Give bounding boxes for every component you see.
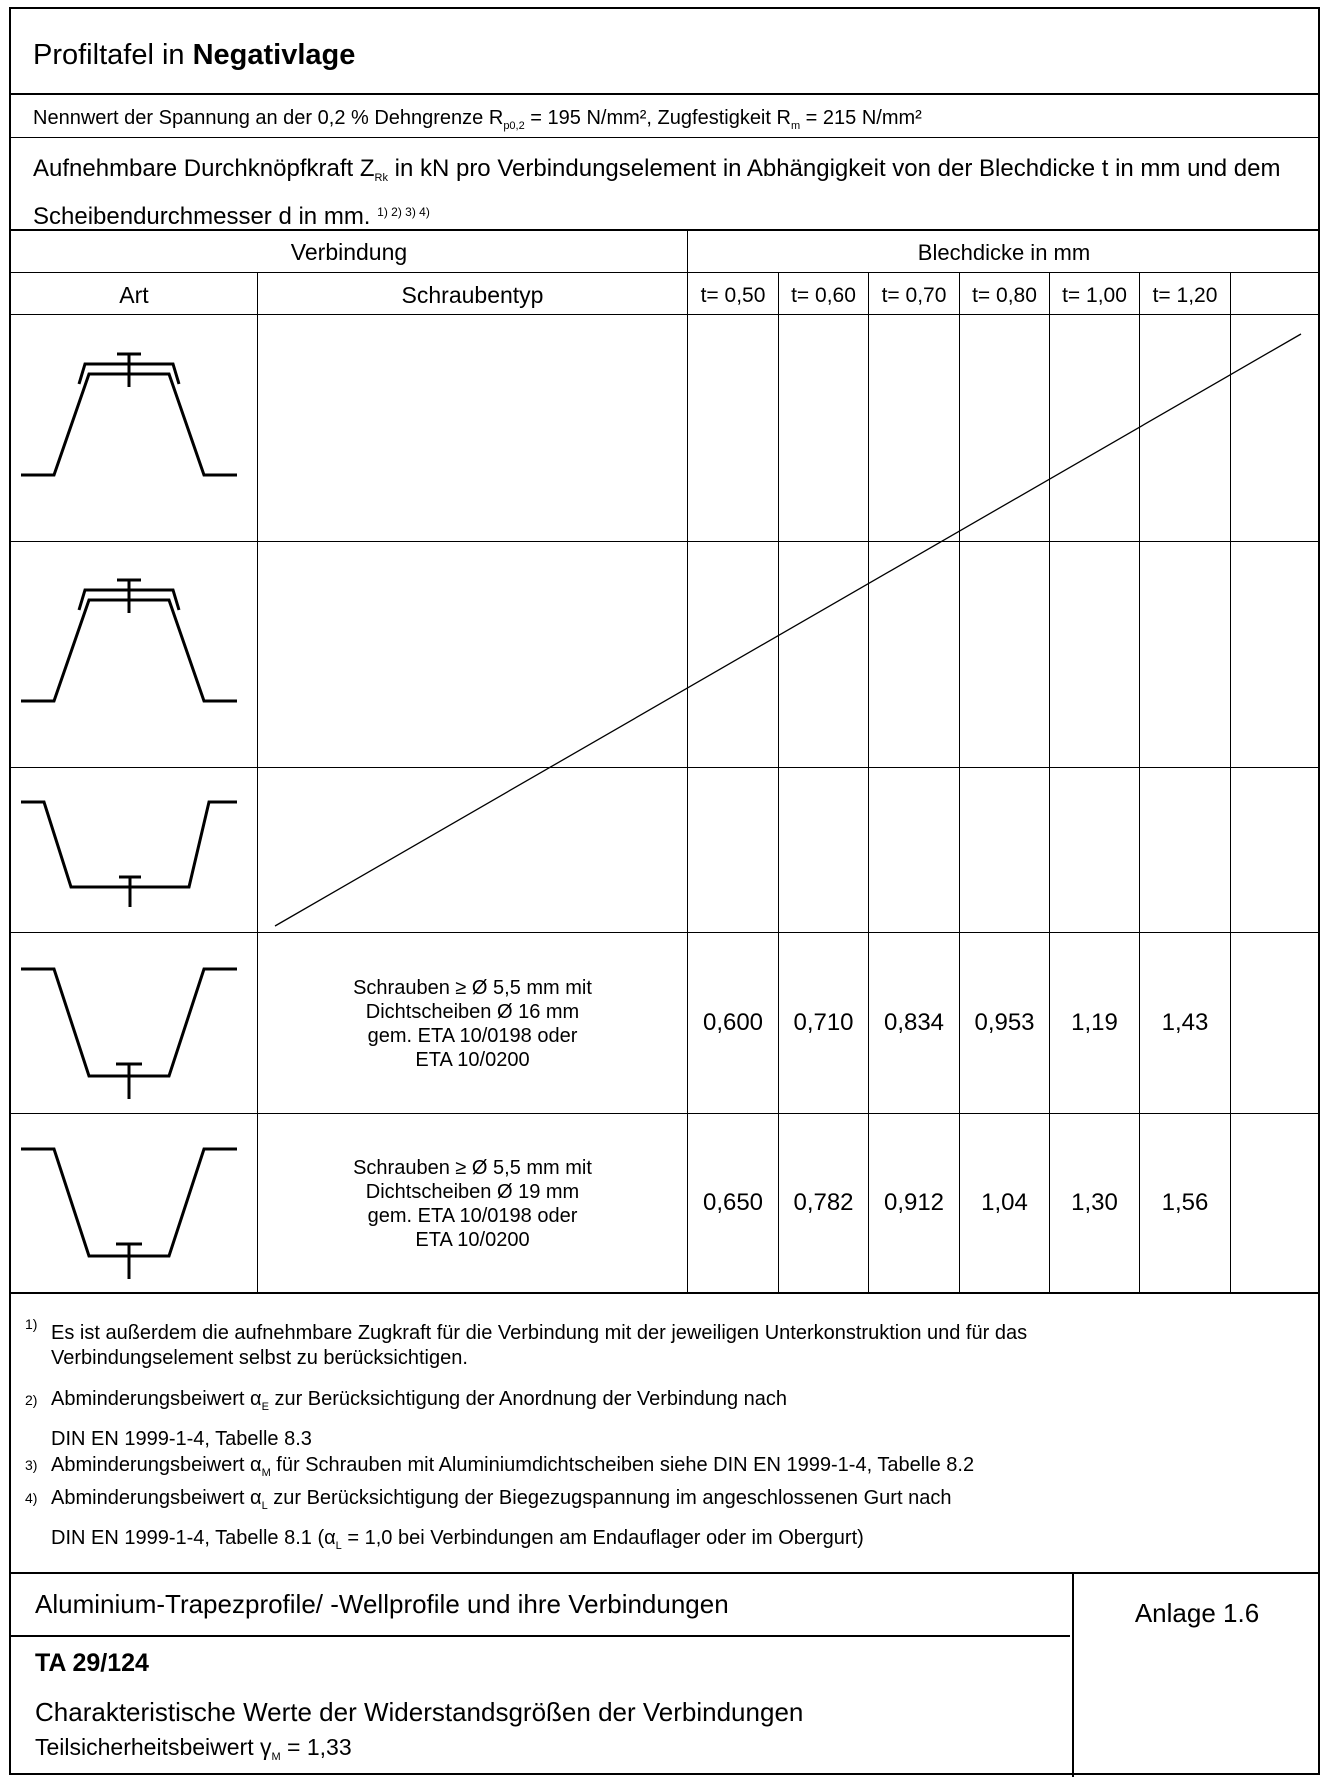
value-cell: 1,04 [981,1189,1028,1216]
col-thickness: t= 0,70 [881,284,947,307]
strike-through-line [274,333,1302,927]
value-cell: 1,56 [1161,1189,1209,1216]
footnote-4: Abminderungsbeiwert αL zur Berücksichtig… [51,1487,952,1552]
value-cell: 0,953 [974,1009,1035,1036]
profile-bottom-flange-icon [21,967,237,1099]
value-cell: 1,43 [1161,1009,1209,1036]
value-cell: 0,782 [793,1189,854,1216]
divider [11,1635,1070,1637]
profile-top-flange-icon [21,352,237,477]
footnote-number: 2) [25,1392,38,1408]
screw-type-19mm: Schrauben ≥ Ø 5,5 mm mit Dichtscheiben Ø… [353,1157,592,1251]
header-schraubentyp: Schraubentyp [401,282,544,308]
table-vline [778,273,779,1292]
footnote-number: 4) [25,1490,38,1506]
header-art: Art [119,282,149,308]
footer-vline [1072,1573,1074,1777]
footnote-number: 3) [25,1457,38,1473]
value-cell: 1,19 [1071,1009,1118,1036]
value-cell: 0,834 [883,1009,945,1036]
value-cell: 0,710 [793,1009,854,1036]
description-text: Aufnehmbare Durchknöpfkraft ZRk in kN pr… [33,155,1281,230]
col-thickness: t= 1,20 [1152,284,1218,307]
table-vline [959,273,960,1292]
header-blechdicke: Blechdicke in mm [917,240,1091,265]
divider [11,1113,1318,1114]
anlage-label: Anlage 1.6 [1134,1598,1260,1628]
divider [11,1292,1318,1294]
safety-factor: Teilsicherheitsbeiwert γM = 1,33 [35,1734,352,1763]
divider [11,272,1318,273]
product-title: Aluminium-Trapezprofile/ -Wellprofile un… [35,1589,729,1619]
divider [11,93,1318,95]
profile-bottom-flange-icon [21,800,237,907]
col-thickness: t= 0,80 [972,284,1037,307]
col-thickness: t= 0,60 [791,284,856,307]
header-verbindung: Verbindung [290,239,408,265]
table-vline [257,273,258,1292]
value-cell: 0,600 [702,1009,764,1036]
divider [11,314,1318,315]
divider [11,932,1318,933]
divider [11,229,1318,231]
divider [11,137,1318,138]
page-title: Profiltafel in Negativlage [33,39,356,71]
col-thickness: t= 1,00 [1062,284,1127,307]
value-cell: 0,650 [702,1189,764,1216]
footnote-2: Abminderungsbeiwert αE zur Berücksichtig… [51,1388,788,1450]
table-vline [687,230,688,1292]
value-cell: 0,912 [883,1189,945,1216]
screw-type-16mm: Schrauben ≥ Ø 5,5 mm mit Dichtscheiben Ø… [353,977,592,1071]
document-frame: Profiltafel in Negativlage Nennwert der … [9,7,1320,1777]
footnote-number: 1) [25,1316,38,1332]
value-cell: 1,30 [1071,1189,1118,1216]
footnote-3: Abminderungsbeiwert αM für Schrauben mit… [51,1454,975,1479]
table-vline [868,273,869,1292]
profile-bottom-flange-icon [21,1147,237,1279]
profile-code: TA 29/124 [35,1649,149,1677]
divider [11,541,1318,542]
nennwert-line: Nennwert der Spannung an der 0,2 % Dehng… [33,107,922,132]
table-vline [1049,273,1050,1292]
profile-top-flange-icon [21,578,237,703]
footnote-1: Es ist außerdem die aufnehmbare Zugkraft… [51,1322,1028,1369]
divider [11,767,1318,768]
document-subtitle: Charakteristische Werte der Widerstandsg… [35,1697,804,1727]
table-vline [1230,273,1231,1292]
divider [11,1572,1318,1574]
col-thickness: t= 0,50 [700,284,766,307]
table-vline [1139,273,1140,1292]
